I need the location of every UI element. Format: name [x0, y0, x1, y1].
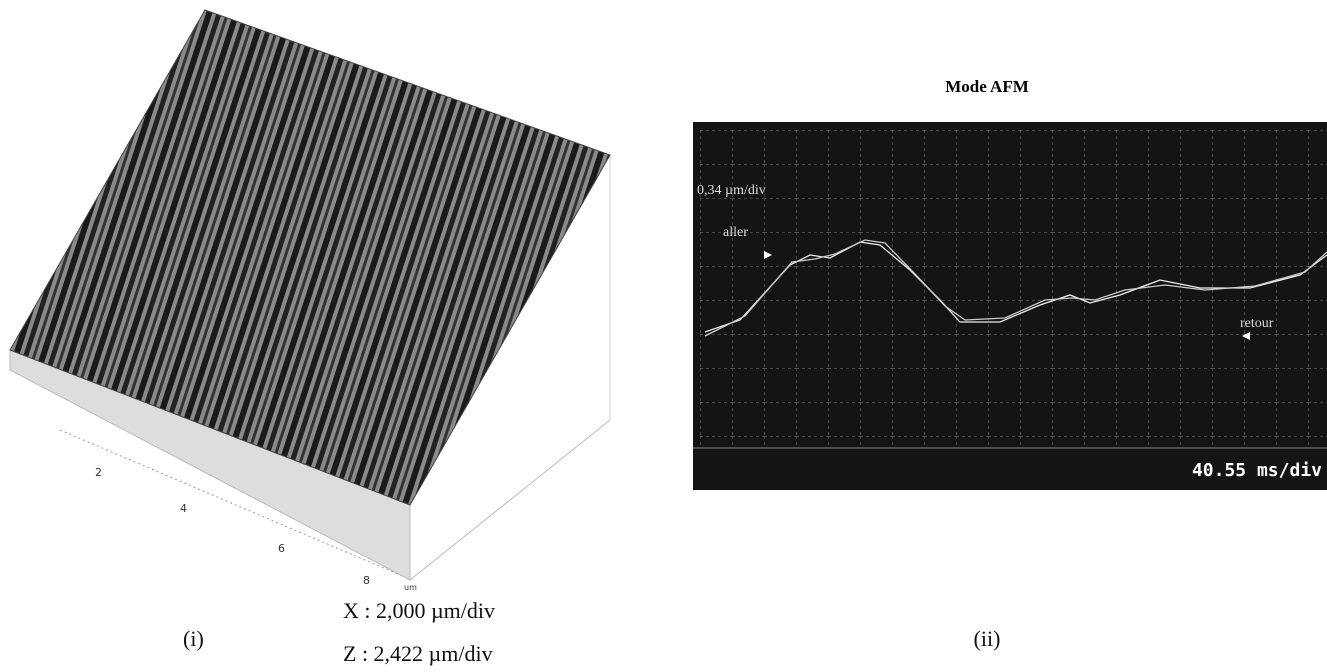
axis-tick: 8	[363, 574, 370, 587]
y-scale: 0,34 µm/div	[697, 183, 766, 198]
axis-tick: 4	[180, 502, 187, 515]
axis-tick: 6	[278, 542, 285, 555]
z-scale: Z : 2,422 µm/div	[343, 641, 493, 666]
afm-surface	[9, 9, 611, 581]
axis-unit: um	[404, 583, 417, 592]
scope-title: Mode AFM	[945, 77, 1029, 96]
trace-label: retour	[1240, 316, 1274, 331]
scope-screen	[693, 122, 1327, 490]
time-scale: 40.55 ms/div	[1192, 460, 1322, 481]
axis-tick: 2	[95, 466, 102, 479]
trace-label: aller	[723, 225, 748, 240]
panel-label: (i)	[183, 626, 204, 651]
panel-label: (ii)	[974, 626, 1001, 651]
x-scale: X : 2,000 µm/div	[343, 598, 495, 623]
